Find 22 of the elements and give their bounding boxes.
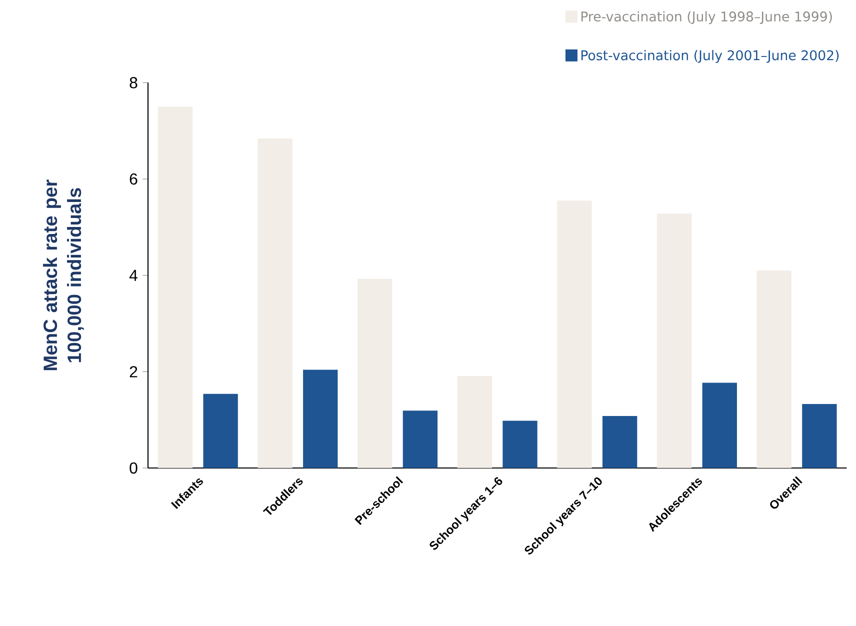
bar <box>303 370 338 468</box>
bar <box>756 270 792 468</box>
y-tick-label: 4 <box>129 270 138 281</box>
y-tick-label: 0 <box>130 462 138 474</box>
bar <box>258 138 292 468</box>
y-tick-label: 6 <box>130 173 138 185</box>
legend-label: Post-vaccination (July 2001–June 2002) <box>581 50 839 63</box>
y-axis-title: MenC attack rate per 100,000 individuals <box>43 180 84 370</box>
bar <box>203 394 238 468</box>
legend-label: Pre-vaccination (July 1998–June 1999) <box>581 11 832 24</box>
bar <box>802 404 837 468</box>
bar <box>602 416 638 468</box>
bar <box>702 382 737 468</box>
bar <box>557 200 592 468</box>
bar <box>402 410 438 468</box>
y-tick-label: 8 <box>130 77 138 88</box>
bar <box>457 376 492 468</box>
bar <box>502 420 538 468</box>
bar <box>158 106 193 468</box>
bar <box>358 278 392 468</box>
bar <box>656 214 692 468</box>
y-tick-label: 2 <box>130 366 138 378</box>
